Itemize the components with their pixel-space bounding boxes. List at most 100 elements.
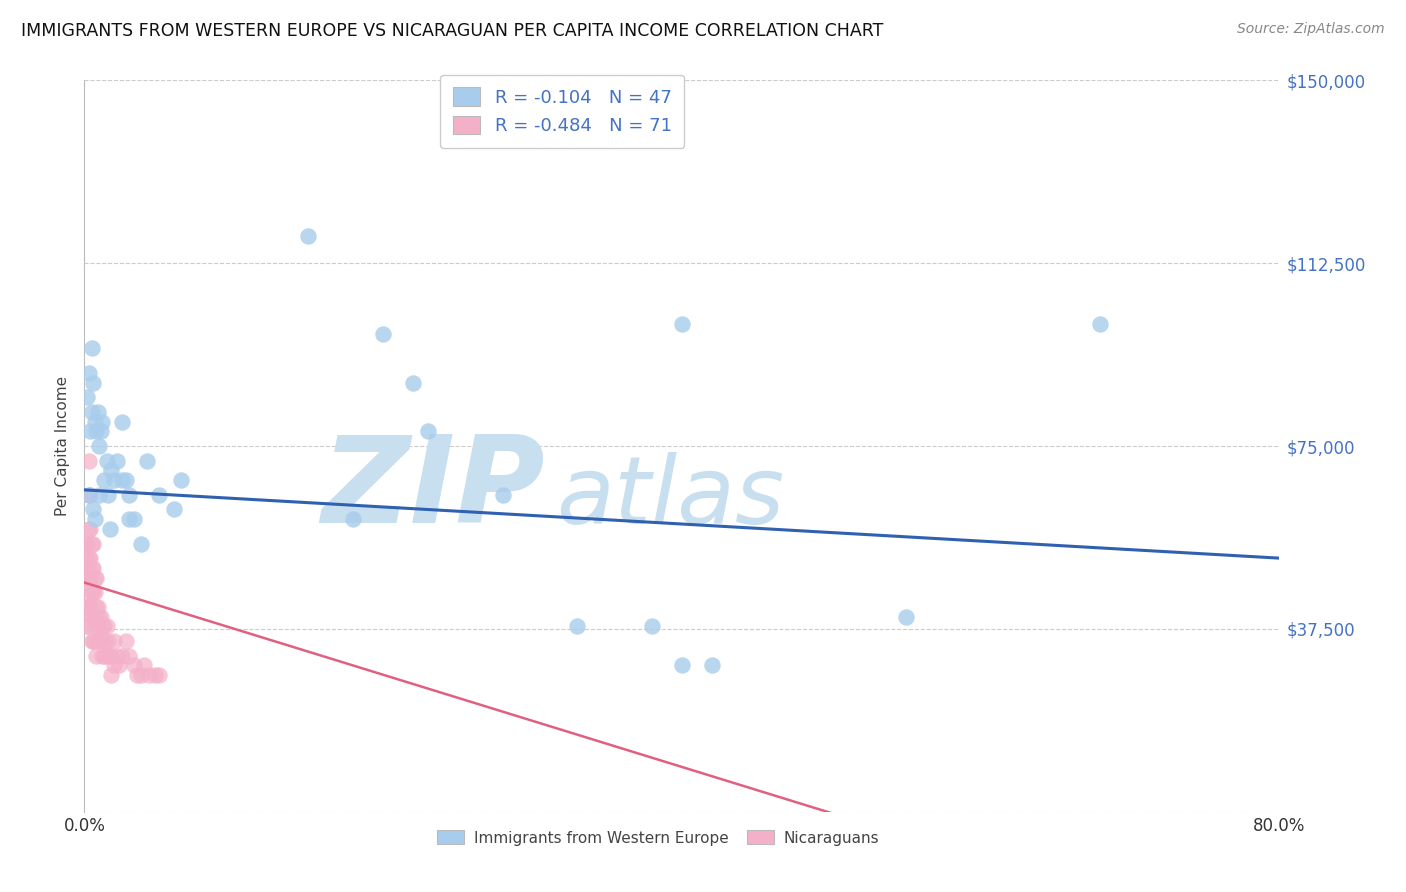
- Point: [83, 585, 105, 599]
- Point: [103, 473, 125, 487]
- Point: [80, 342, 103, 356]
- Y-axis label: Per Capita Income: Per Capita Income: [55, 376, 70, 516]
- Point: [100, 648, 122, 663]
- Point: [82, 502, 104, 516]
- Point: [416, 425, 439, 439]
- Point: [402, 376, 425, 390]
- Point: [82, 561, 104, 575]
- Point: [93, 619, 115, 633]
- Point: [148, 668, 170, 682]
- Point: [342, 512, 364, 526]
- Point: [100, 463, 122, 477]
- Point: [80, 609, 103, 624]
- Point: [90, 425, 112, 439]
- Point: [118, 512, 141, 526]
- Point: [75, 599, 97, 614]
- Point: [96, 648, 118, 663]
- Point: [87, 599, 110, 614]
- Point: [75, 536, 97, 550]
- Point: [671, 317, 693, 331]
- Point: [91, 619, 114, 633]
- Point: [79, 571, 101, 585]
- Point: [82, 585, 104, 599]
- Point: [89, 609, 111, 624]
- Point: [79, 551, 101, 566]
- Point: [115, 473, 138, 487]
- Point: [297, 229, 319, 244]
- Point: [75, 619, 97, 633]
- Point: [86, 425, 108, 439]
- Point: [77, 522, 100, 536]
- Point: [76, 571, 98, 585]
- Point: [894, 609, 917, 624]
- Point: [77, 488, 100, 502]
- Point: [115, 634, 138, 648]
- Point: [129, 668, 152, 682]
- Point: [125, 668, 148, 682]
- Point: [567, 619, 589, 633]
- Point: [1090, 317, 1112, 331]
- Point: [76, 585, 98, 599]
- Point: [98, 522, 121, 536]
- Text: Source: ZipAtlas.com: Source: ZipAtlas.com: [1237, 22, 1385, 37]
- Point: [77, 571, 100, 585]
- Point: [105, 648, 128, 663]
- Point: [77, 366, 100, 380]
- Point: [76, 619, 98, 633]
- Point: [90, 609, 112, 624]
- Point: [103, 658, 125, 673]
- Point: [700, 658, 723, 673]
- Point: [76, 561, 98, 575]
- Text: atlas: atlas: [557, 451, 785, 542]
- Legend: Immigrants from Western Europe, Nicaraguans: Immigrants from Western Europe, Nicaragu…: [430, 824, 886, 852]
- Point: [83, 634, 105, 648]
- Point: [76, 599, 98, 614]
- Point: [100, 668, 122, 682]
- Point: [86, 648, 108, 663]
- Point: [86, 599, 108, 614]
- Point: [80, 634, 103, 648]
- Point: [89, 488, 111, 502]
- Point: [89, 634, 111, 648]
- Text: ZIP: ZIP: [321, 432, 544, 549]
- Point: [94, 634, 117, 648]
- Point: [80, 536, 103, 550]
- Point: [83, 415, 105, 429]
- Point: [86, 619, 108, 633]
- Point: [82, 536, 104, 550]
- Point: [90, 634, 112, 648]
- Point: [80, 585, 103, 599]
- Point: [93, 648, 115, 663]
- Point: [77, 551, 100, 566]
- Point: [138, 668, 160, 682]
- Point: [83, 512, 105, 526]
- Point: [111, 415, 134, 429]
- Point: [107, 658, 129, 673]
- Point: [76, 536, 98, 550]
- Point: [122, 658, 145, 673]
- Point: [93, 473, 115, 487]
- Point: [79, 488, 101, 502]
- Point: [87, 619, 110, 633]
- Point: [80, 561, 103, 575]
- Point: [91, 415, 114, 429]
- Point: [97, 488, 120, 502]
- Point: [91, 648, 114, 663]
- Text: IMMIGRANTS FROM WESTERN EUROPE VS NICARAGUAN PER CAPITA INCOME CORRELATION CHART: IMMIGRANTS FROM WESTERN EUROPE VS NICARA…: [21, 22, 883, 40]
- Point: [98, 648, 121, 663]
- Point: [136, 453, 159, 467]
- Point: [76, 390, 98, 404]
- Point: [77, 488, 100, 502]
- Point: [77, 453, 100, 467]
- Point: [163, 502, 186, 516]
- Point: [89, 439, 111, 453]
- Point: [86, 571, 108, 585]
- Point: [79, 599, 101, 614]
- Point: [148, 488, 170, 502]
- Point: [373, 326, 395, 341]
- Point: [77, 599, 100, 614]
- Point: [75, 551, 97, 566]
- Point: [83, 609, 105, 624]
- Point: [82, 609, 104, 624]
- Point: [97, 634, 120, 648]
